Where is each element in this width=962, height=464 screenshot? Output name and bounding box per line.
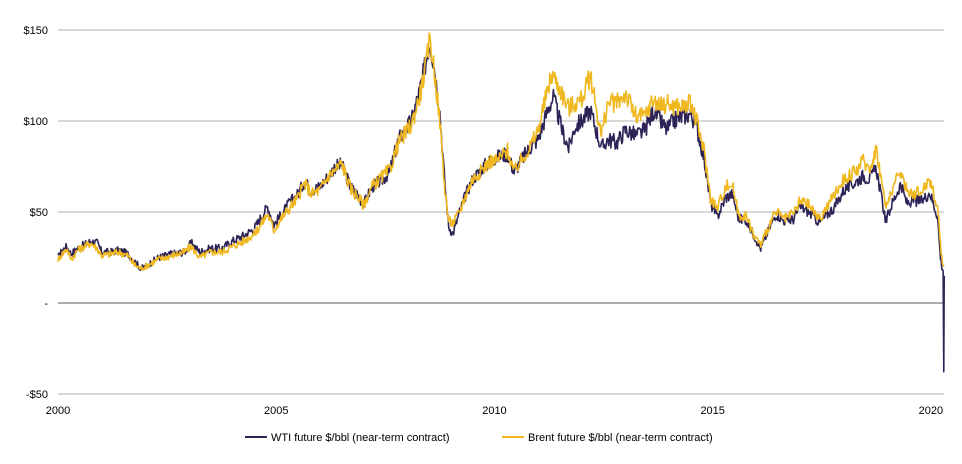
x-tick-label: 2015 [700, 405, 724, 417]
x-axis-labels: 2000 2005 2010 2015 2020 [46, 405, 943, 417]
y-axis-labels: $150 $100 $50 - -$50 [24, 25, 49, 401]
y-tick-label: $50 [30, 207, 48, 219]
x-tick-label: 2010 [482, 405, 506, 417]
x-tick-label: 2020 [919, 405, 943, 417]
y-tick-label: $150 [24, 25, 48, 37]
y-tick-label: -$50 [26, 389, 48, 401]
y-tick-label: $100 [24, 116, 48, 128]
x-tick-label: 2000 [46, 405, 70, 417]
series-lines [57, 32, 946, 373]
legend-label: WTI future $/bbl (near-term contract) [271, 432, 450, 444]
legend-label: Brent future $/bbl (near-term contract) [528, 432, 713, 444]
x-tick-label: 2005 [264, 405, 288, 417]
y-tick-label: - [44, 298, 48, 310]
gridlines [58, 29, 944, 395]
series-line-brent [57, 32, 945, 271]
legend: WTI future $/bbl (near-term contract) Bre… [245, 432, 713, 444]
